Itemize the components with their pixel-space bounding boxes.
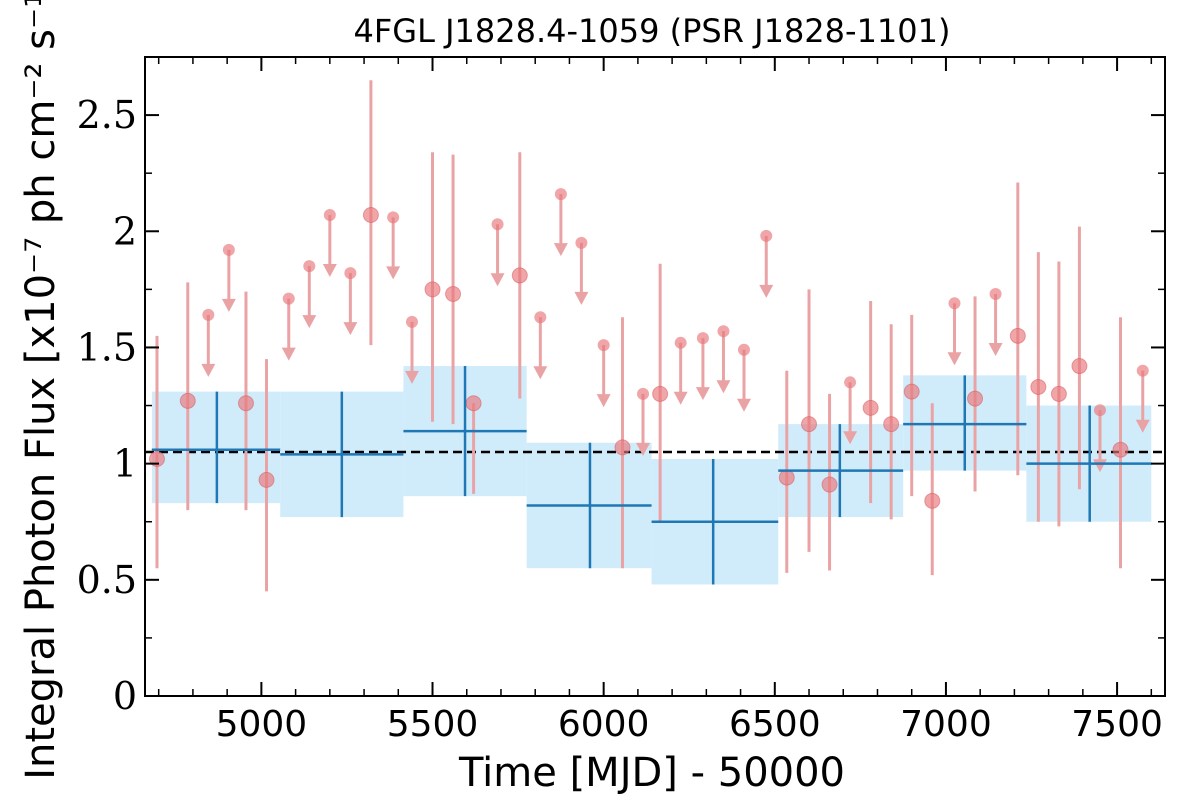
upper-limit-arrowhead: [759, 284, 774, 298]
upper-limit-arrowhead: [673, 391, 688, 405]
upper-limit-arrowhead: [716, 380, 731, 394]
upper-limit-arrowhead: [736, 398, 751, 412]
monthly-flux-point: [465, 395, 482, 412]
upper-limit-marker: [534, 311, 547, 324]
monthly-flux-point: [652, 385, 669, 402]
monthly-flux-point: [821, 476, 838, 493]
upper-limit-marker: [760, 229, 773, 242]
upper-limit-marker: [323, 209, 336, 222]
y-tick-label: 2: [113, 209, 137, 253]
x-tick-label: 6000: [558, 704, 650, 745]
y-axis-label: Integral Photon Flux [x10⁻⁷ ph cm⁻² s⁻¹]: [18, 0, 64, 780]
monthly-flux-point: [237, 395, 254, 412]
x-tick-label: 7000: [900, 704, 992, 745]
y-tick-label: 0: [113, 674, 137, 718]
upper-limit-arrowhead: [574, 291, 589, 305]
upper-limit-marker: [597, 339, 610, 352]
monthly-flux-point: [179, 392, 196, 409]
upper-limit-marker: [717, 325, 730, 338]
monthly-points: [148, 188, 1149, 509]
monthly-flux-point: [614, 439, 631, 456]
upper-limit-marker: [989, 288, 1002, 301]
y-tick-label: 2.5: [77, 93, 137, 137]
monthly-flux-point: [778, 469, 795, 486]
upper-limit-marker: [844, 376, 857, 389]
monthly-flux-point: [903, 383, 920, 400]
upper-limit-marker: [696, 332, 709, 345]
monthly-flux-point: [801, 416, 818, 433]
upper-limit-arrowhead: [386, 266, 401, 280]
monthly-flux-point: [1071, 358, 1088, 375]
upper-limit-marker: [491, 218, 504, 231]
upper-limit-marker: [1136, 364, 1149, 377]
upper-limit-arrowhead: [322, 264, 337, 278]
x-tick-label: 6500: [729, 704, 821, 745]
monthly-flux-point: [1050, 385, 1067, 402]
upper-limit-arrowhead: [201, 363, 216, 377]
monthly-flux-point: [1112, 441, 1129, 458]
monthly-flux-point: [924, 492, 941, 509]
x-tick-label: 5000: [216, 704, 308, 745]
upper-limit-marker: [575, 236, 588, 249]
monthly-flux-point: [362, 207, 379, 224]
monthly-flux-point: [1030, 378, 1047, 395]
upper-limit-arrowhead: [636, 442, 651, 456]
monthly-flux-point: [424, 281, 441, 298]
upper-limit-arrowhead: [281, 347, 296, 361]
upper-limit-marker: [303, 260, 316, 273]
monthly-flux-point: [445, 286, 462, 303]
upper-limit-marker: [674, 336, 687, 349]
upper-limit-arrowhead: [596, 394, 611, 408]
monthly-flux-point: [258, 471, 275, 488]
axis-ticks: [145, 57, 1165, 697]
y-tick-label: 1.5: [77, 325, 137, 369]
y-tick-label: 0.5: [77, 558, 137, 602]
upper-limit-marker: [405, 315, 418, 328]
upper-limit-marker: [344, 267, 357, 280]
upper-limit-marker: [1093, 404, 1106, 417]
upper-limit-arrowhead: [221, 298, 236, 312]
upper-limit-arrowhead: [490, 273, 505, 287]
plot-frame: [144, 56, 1166, 697]
monthly-flux-point: [1009, 327, 1026, 344]
upper-limit-arrowhead: [533, 366, 548, 380]
upper-limit-arrowhead: [404, 370, 419, 384]
y-tick-label: 1: [113, 442, 137, 486]
axis-tick-labels: 5000 5500 6000 6500 7000 7500 0 0.5 1 1.5 2 2.5: [77, 93, 1163, 745]
upper-limit-marker: [222, 243, 235, 256]
x-tick-label: 7500: [1071, 704, 1163, 745]
upper-limit-arrowhead: [988, 343, 1003, 357]
monthly-flux-point: [862, 399, 879, 416]
x-axis-label: Time [MJD] - 50000: [458, 750, 845, 796]
upper-limit-arrowhead: [343, 322, 358, 336]
upper-limit-arrowhead: [695, 387, 710, 401]
upper-limit-marker: [737, 343, 750, 356]
upper-limit-arrowhead: [302, 315, 317, 329]
yearly-bin-bands: [151, 366, 1152, 585]
upper-limit-marker: [948, 297, 961, 310]
upper-limit-arrowhead: [947, 352, 962, 366]
upper-limit-marker: [637, 387, 650, 400]
upper-limit-arrowhead: [843, 431, 858, 445]
upper-limit-marker: [202, 308, 215, 321]
upper-limit-marker: [282, 292, 295, 305]
upper-limit-arrowhead: [553, 243, 568, 257]
x-tick-label: 5500: [387, 704, 479, 745]
monthly-flux-point: [883, 416, 900, 433]
chart-title: 4FGL J1828.4-1059 (PSR J1828-1101): [354, 12, 951, 50]
upper-limit-marker: [554, 188, 567, 201]
yearly-bin-markers: [151, 366, 1152, 585]
upper-limit-arrowhead: [1135, 419, 1150, 433]
upper-limit-marker: [387, 211, 400, 224]
monthly-flux-point: [511, 267, 528, 284]
monthly-flux-point: [967, 390, 984, 407]
